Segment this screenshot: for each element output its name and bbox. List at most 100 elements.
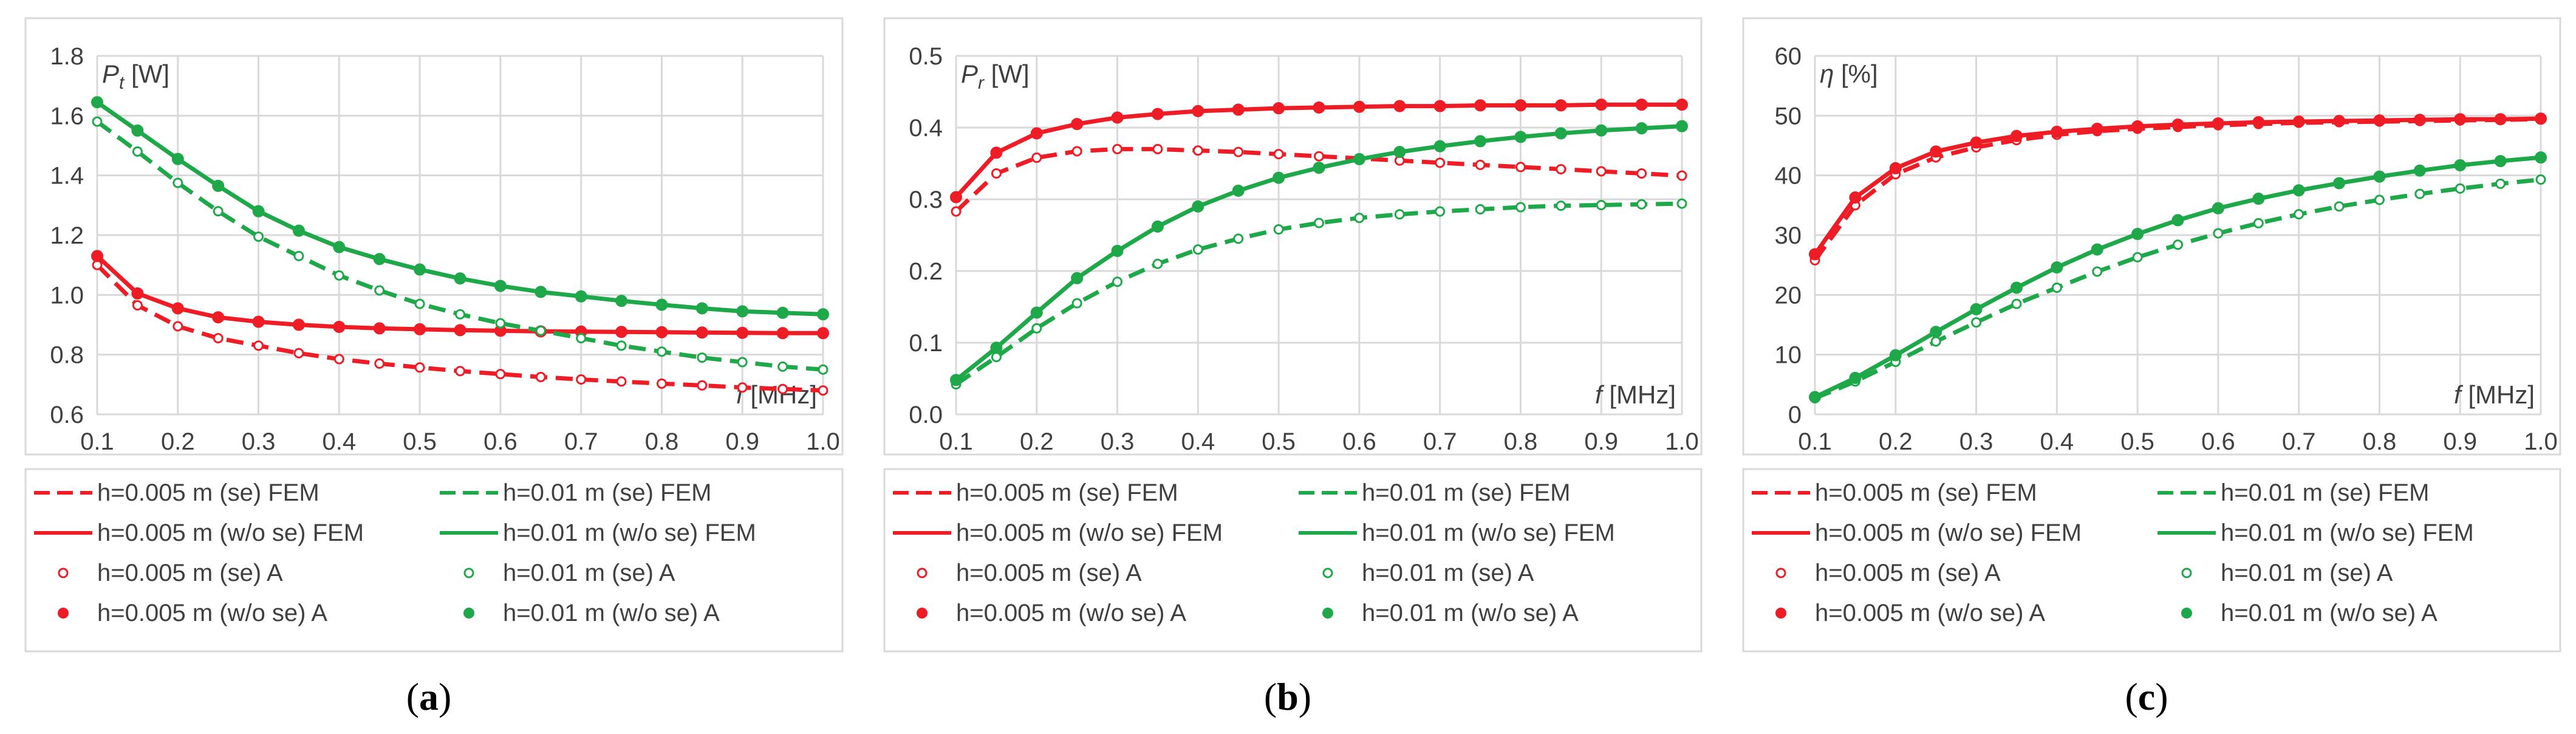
- data-point: [1676, 170, 1687, 181]
- data-point: [414, 323, 426, 335]
- data-point: [414, 362, 425, 373]
- data-point: [818, 364, 828, 375]
- y-tick-label: 0.5: [909, 43, 943, 70]
- data-point: [333, 320, 346, 333]
- legend: h=0.005 m (se) FEM h=0.01 m (se) FEM h=0.0…: [1742, 468, 2561, 653]
- data-point: [1030, 306, 1043, 319]
- data-point: [2413, 114, 2426, 126]
- data-point: [2494, 155, 2507, 168]
- data-point: [1809, 391, 1821, 403]
- legend-label: h=0.01 m (w/o se) FEM: [2221, 520, 2474, 546]
- data-point: [212, 311, 225, 324]
- panel-caption: (c): [2125, 675, 2168, 718]
- data-point: [1889, 349, 1902, 362]
- data-point: [1071, 118, 1084, 131]
- x-tick-label: 0.1: [1798, 428, 1832, 455]
- data-point: [1635, 98, 1648, 111]
- data-point: [1970, 136, 1983, 149]
- data-point: [2494, 113, 2507, 126]
- data-point: [737, 357, 748, 368]
- y-axis-subscript: r: [978, 73, 985, 93]
- data-point: [1233, 146, 1244, 157]
- data-point: [1514, 131, 1527, 143]
- caption-open-paren: (: [1264, 675, 1277, 718]
- data-point: [293, 250, 304, 261]
- legend-label: h=0.005 m (w/o se) FEM: [1815, 520, 2082, 546]
- data-point: [2292, 115, 2305, 128]
- data-point: [1192, 244, 1203, 255]
- data-point: [1849, 372, 1862, 385]
- data-point: [2253, 218, 2264, 228]
- legend-label: h=0.005 m (se) A: [1815, 560, 2001, 586]
- data-point: [2011, 298, 2022, 309]
- x-tick-label: 0.7: [2282, 428, 2316, 455]
- legend-label: h=0.005 m (se) FEM: [1815, 479, 2037, 506]
- x-tick-label: 0.9: [725, 428, 759, 455]
- legend-label: h=0.005 m (w/o se) FEM: [956, 520, 1223, 546]
- caption-open-paren: (: [406, 675, 419, 718]
- data-point: [535, 286, 547, 298]
- data-point: [1556, 201, 1566, 211]
- data-point: [1314, 151, 1324, 162]
- data-point: [1192, 105, 1204, 117]
- x-tick-label: 0.2: [161, 428, 195, 455]
- data-point: [1595, 124, 1608, 137]
- data-point: [1433, 140, 1446, 153]
- chart-frame: [1742, 17, 2561, 456]
- data-point: [991, 352, 1002, 363]
- x-tick-label: 0.6: [483, 428, 518, 455]
- data-point: [1232, 184, 1245, 197]
- data-point: [1635, 122, 1648, 135]
- legend-swatch-marker: [2181, 568, 2192, 578]
- data-point: [990, 341, 1003, 354]
- x-tick-label: 0.3: [1959, 428, 1993, 455]
- data-point: [2010, 281, 2023, 294]
- data-point: [2535, 174, 2546, 185]
- data-point: [737, 382, 748, 393]
- legend-label: h=0.01 m (w/o se) FEM: [1362, 520, 1615, 546]
- data-point: [414, 298, 425, 309]
- data-point: [292, 224, 305, 237]
- data-point: [1889, 162, 1902, 174]
- data-point: [2535, 112, 2547, 125]
- y-tick-label: 0.0: [909, 402, 943, 428]
- x-tick-label: 0.5: [2120, 428, 2154, 455]
- chart-b: 0.00.10.20.30.40.50.1 0.2 0.3 0.4 0.5 0.6 0.7 0…: [883, 17, 1703, 718]
- y-axis-unit: [W]: [124, 60, 169, 88]
- y-tick-label: 1.2: [50, 222, 84, 249]
- data-point: [171, 302, 184, 315]
- data-point: [1353, 153, 1365, 165]
- data-point: [253, 340, 264, 351]
- legend-label: h=0.01 m (w/o se) A: [503, 600, 720, 626]
- data-point: [2413, 164, 2426, 177]
- data-point: [91, 250, 103, 262]
- legend-swatch-marker: [917, 568, 928, 578]
- legend: h=0.005 m (se) FEM h=0.01 m (se) FEM h=0.0…: [883, 468, 1703, 653]
- data-point: [2454, 113, 2467, 126]
- data-point: [1192, 145, 1203, 156]
- y-tick-label: 50: [1775, 103, 1802, 129]
- x-tick-label: 0.6: [1342, 428, 1376, 455]
- legend-label: h=0.005 m (w/o se) FEM: [97, 520, 364, 546]
- data-point: [252, 315, 265, 328]
- x-tick-label: 0.8: [2363, 428, 2397, 455]
- data-point: [495, 369, 506, 380]
- y-axis-unit: [W]: [984, 60, 1030, 88]
- data-point: [173, 321, 183, 332]
- data-point: [1676, 198, 1687, 209]
- data-point: [1435, 206, 1446, 217]
- data-point: [1314, 218, 1324, 228]
- data-point: [2010, 129, 2023, 142]
- data-point: [173, 177, 183, 188]
- data-point: [1313, 101, 1325, 114]
- legend-swatch-marker: [1322, 568, 1333, 578]
- x-tick-label: 1.0: [1665, 428, 1699, 455]
- x-tick-label: 0.4: [2040, 428, 2074, 455]
- data-point: [2212, 117, 2224, 130]
- data-point: [1273, 171, 1285, 184]
- data-point: [1273, 149, 1284, 160]
- data-point: [2292, 184, 2305, 197]
- data-point: [2051, 261, 2063, 274]
- data-point: [132, 146, 143, 157]
- data-point: [2173, 239, 2183, 250]
